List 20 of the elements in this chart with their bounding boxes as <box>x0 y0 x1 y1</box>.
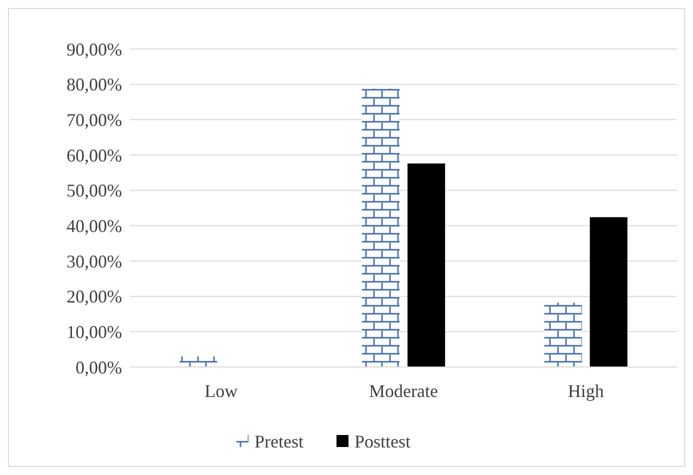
bar <box>544 302 582 367</box>
y-tick-label: 60,00% <box>66 145 122 166</box>
x-tick-label: Moderate <box>369 381 438 401</box>
x-tick-label: High <box>568 381 604 401</box>
y-tick-label: 90,00% <box>66 39 122 60</box>
legend-label: Posttest <box>354 431 411 452</box>
y-tick-label: 20,00% <box>66 286 122 307</box>
y-tick-label: 30,00% <box>66 251 122 272</box>
y-tick-label: 80,00% <box>66 74 122 95</box>
y-tick-label: 40,00% <box>66 216 122 236</box>
y-tick-label: 50,00% <box>66 180 122 201</box>
legend-label: Pretest <box>254 431 304 452</box>
y-tick-label: 70,00% <box>66 110 122 130</box>
bar <box>362 88 400 367</box>
y-tick-label: 10,00% <box>66 322 122 342</box>
bar <box>408 163 446 367</box>
x-tick-label: Low <box>204 381 238 401</box>
bar <box>180 356 218 367</box>
y-tick-label: 0,00% <box>76 357 122 378</box>
bar <box>590 217 628 367</box>
